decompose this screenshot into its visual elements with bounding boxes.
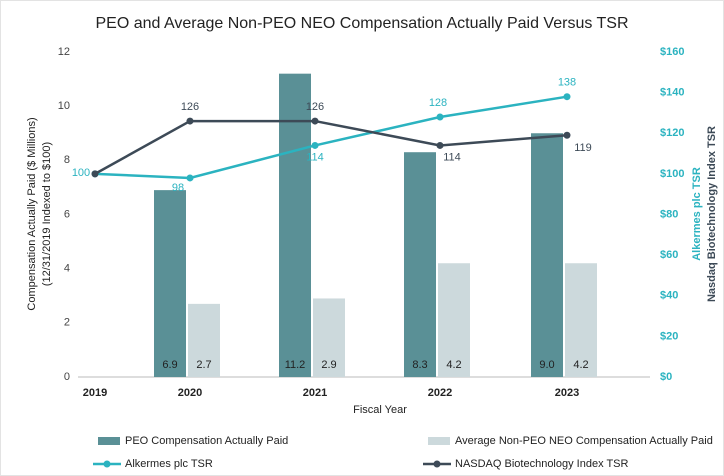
bar (154, 190, 186, 377)
bar-value-label: 6.9 (162, 359, 177, 371)
bar-value-label: 2.9 (321, 359, 336, 371)
legend-swatch (98, 437, 120, 445)
legend-swatch (428, 437, 450, 445)
y2-tick-label: $140 (660, 87, 684, 99)
bar-value-label: 4.2 (446, 359, 461, 371)
y2-axis-label: Nasdaq Biotechnology Index TSR (706, 126, 718, 302)
y-tick-label: 8 (64, 154, 70, 166)
line-point (436, 113, 444, 121)
y2-tick-label: $120 (660, 127, 684, 139)
legend-label: NASDAQ Biotechnology Index TSR (455, 458, 628, 470)
line-value-label: 114 (306, 151, 324, 163)
y2-tick-label: $60 (660, 249, 678, 261)
line-value-label: 126 (306, 101, 324, 113)
y-tick-label: 0 (64, 371, 70, 383)
line-value-label: 138 (558, 77, 576, 89)
y-tick-label: 2 (64, 317, 70, 329)
x-tick-label: 2021 (303, 387, 327, 399)
y2-tick-label: $80 (660, 208, 678, 220)
legend-label: Alkermes plc TSR (125, 458, 213, 470)
line-value-label: 128 (429, 97, 447, 109)
y-tick-label: 12 (58, 46, 70, 58)
line (94, 119, 568, 175)
bar-value-label: 9.0 (539, 359, 554, 371)
bar (404, 152, 436, 377)
legend-label: Average Non-PEO NEO Compensation Actuall… (455, 435, 713, 447)
legend-swatch (103, 460, 111, 468)
y-axis-label: (12/31/2019 Indexed to $100) (41, 142, 53, 286)
x-tick-label: 2023 (555, 387, 579, 399)
line-value-label: 126 (181, 101, 199, 113)
line-point (186, 174, 194, 182)
y-tick-label: 6 (64, 208, 70, 220)
line-point (436, 141, 444, 149)
line-value-label: 114 (443, 151, 461, 163)
y-tick-label: 10 (58, 100, 70, 112)
line-point (311, 117, 319, 125)
y2-tick-label: $0 (660, 371, 672, 383)
bar-value-label: 2.7 (196, 359, 211, 371)
bar (438, 263, 470, 377)
legend-swatch (433, 460, 441, 468)
x-tick-label: 2022 (428, 387, 452, 399)
y-tick-label: 4 (64, 263, 70, 275)
y2-tick-label: $160 (660, 46, 684, 58)
x-tick-label: 2019 (83, 387, 107, 399)
bar (279, 73, 311, 378)
line-point (186, 117, 194, 125)
y-axis-label: Compensation Actually Paid ($ Millions) (26, 117, 38, 310)
y2-axis-label: Alkermes plc TSR (691, 167, 703, 261)
bar (531, 133, 563, 377)
bar-value-label: 8.3 (412, 359, 427, 371)
y2-tick-label: $100 (660, 168, 684, 180)
y2-tick-label: $20 (660, 330, 678, 342)
line-point (563, 93, 571, 101)
line (94, 95, 568, 180)
bar-value-label: 4.2 (573, 359, 588, 371)
line-point (91, 170, 99, 178)
legend-label: PEO Compensation Actually Paid (125, 435, 288, 447)
bar (565, 263, 597, 377)
y2-tick-label: $40 (660, 290, 678, 302)
bar (313, 298, 345, 377)
x-axis-label: Fiscal Year (353, 404, 407, 416)
line-point (311, 141, 319, 149)
line-value-label: 98 (172, 182, 184, 194)
chart-title: PEO and Average Non-PEO NEO Compensation… (95, 15, 628, 32)
line-value-label: 100 (72, 167, 90, 179)
x-tick-label: 2020 (178, 387, 202, 399)
line-point (563, 131, 571, 139)
line-value-label: 119 (574, 142, 592, 154)
bar (188, 303, 220, 377)
bar-value-label: 11.2 (285, 359, 306, 371)
